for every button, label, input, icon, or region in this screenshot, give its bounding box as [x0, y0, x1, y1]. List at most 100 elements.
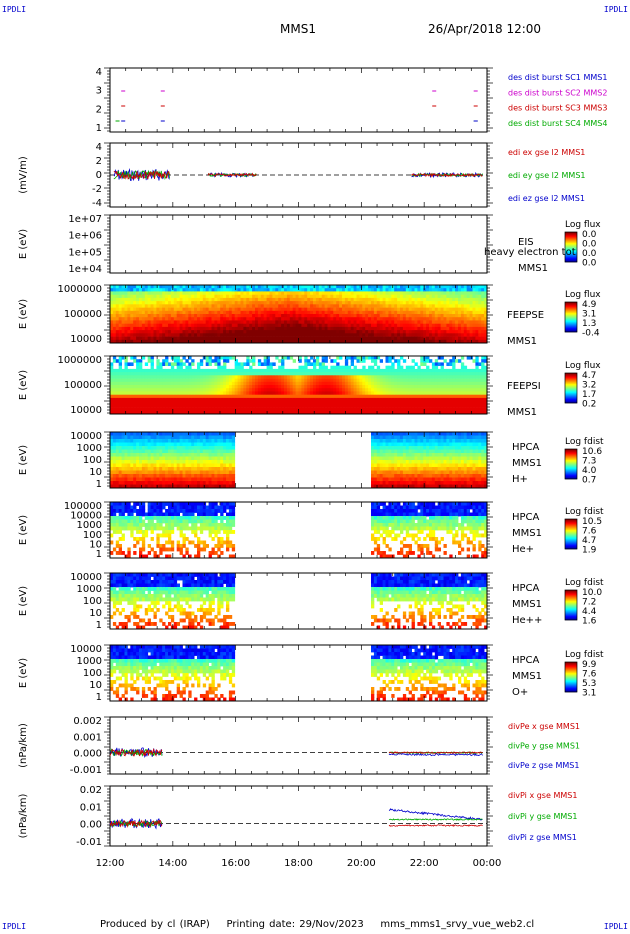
- feepsi-cell: [112, 359, 117, 363]
- feepsi-cell: [243, 391, 247, 395]
- feepse-cell: [176, 304, 180, 308]
- feepse-cell: [449, 301, 453, 305]
- feepsi-cell: [286, 391, 291, 395]
- feepsi-cell: [327, 378, 331, 383]
- feepse-cell: [307, 326, 311, 331]
- feepse-cell: [243, 294, 247, 299]
- feepsi-cell: [463, 394, 468, 399]
- feepse-cell: [327, 310, 331, 315]
- feepsi-cell: [197, 401, 201, 405]
- feepsi-cell: [336, 388, 340, 392]
- feepsi-cell: [185, 375, 189, 379]
- feepse-cell: [443, 333, 447, 337]
- feepsi-cell: [304, 372, 308, 376]
- feepsi-cell: [307, 407, 311, 412]
- feepse-cell: [115, 310, 120, 315]
- feepsi-cell: [289, 391, 294, 395]
- feepse-cell: [226, 291, 230, 295]
- feepsi-cell: [362, 394, 366, 399]
- feepsi-cell: [130, 378, 134, 383]
- feepse-cell: [208, 297, 212, 302]
- feepsi-cell: [205, 375, 209, 379]
- feepsi-cell: [231, 385, 236, 389]
- feepse-cell: [243, 301, 247, 305]
- feepsi-cell: [266, 394, 270, 399]
- feepsi-cell: [484, 365, 488, 370]
- feepsi-cell: [385, 381, 389, 386]
- feepse-cell: [449, 297, 453, 302]
- feepsi-cell: [426, 375, 430, 379]
- feepse-cell: [315, 304, 320, 308]
- feepse-cell: [339, 285, 343, 289]
- feepsi-cell: [170, 368, 175, 373]
- feepse-cell: [455, 301, 459, 305]
- feepsi-cell: [165, 397, 169, 402]
- feepsi-cell: [460, 404, 465, 408]
- feepsi-cell: [315, 381, 320, 386]
- feepse-cell: [255, 314, 259, 318]
- feepsi-cell: [150, 362, 154, 366]
- feepse-cell: [147, 333, 151, 337]
- feepse-cell: [359, 323, 363, 328]
- feepsi-cell: [342, 407, 346, 412]
- feepsi-cell: [202, 368, 207, 373]
- feepse-cell: [231, 288, 236, 292]
- feepsi-cell: [156, 365, 160, 370]
- feepsi-cell: [231, 378, 236, 383]
- feepsi-cell: [150, 391, 154, 395]
- burst-ytick-label: 4: [96, 67, 102, 78]
- feepsi-cell: [371, 401, 375, 405]
- feepse-cell: [110, 333, 114, 337]
- feepse-cell: [434, 333, 439, 337]
- feepsi-cell: [411, 385, 415, 389]
- feepse-cell: [481, 336, 485, 341]
- feepse-cell: [350, 323, 354, 328]
- feepsi-cell: [205, 372, 209, 376]
- feepse-cell: [289, 291, 294, 295]
- feepsi-cell: [199, 368, 204, 373]
- feepsi-cell: [463, 372, 468, 376]
- feepsi-cell: [179, 381, 183, 386]
- feepse-cell: [295, 285, 299, 289]
- feepsi-cell: [168, 397, 172, 402]
- feepse-cell: [231, 339, 236, 344]
- feepsi-cell: [298, 359, 302, 363]
- feepse-cell: [170, 297, 175, 302]
- feepse-cell: [255, 304, 259, 308]
- feepsi-cell: [173, 401, 178, 405]
- feepse-cell: [275, 314, 279, 318]
- feepse-cell: [373, 320, 378, 324]
- feepsi-cell: [330, 397, 334, 402]
- feepsi-cell: [388, 375, 392, 379]
- feepsi-cell: [136, 359, 140, 363]
- edi-legend-1: edi ex gse l2 MMS1: [508, 148, 585, 157]
- feepse-cell: [417, 330, 421, 334]
- feepse-cell: [382, 330, 386, 334]
- feepse-cell: [397, 330, 401, 334]
- feepse-cell: [220, 288, 224, 292]
- feepse-cell: [379, 291, 383, 295]
- feepse-cell: [446, 336, 450, 341]
- feepse-cell: [165, 317, 169, 321]
- feepse-cell: [321, 285, 325, 289]
- feepse-cell: [469, 326, 473, 331]
- feepse-cell: [240, 323, 244, 328]
- feepsi-cell: [286, 388, 291, 392]
- feepse-cell: [165, 291, 169, 295]
- feepsi-cell: [205, 407, 209, 412]
- feepsi-cell: [350, 407, 354, 412]
- feepsi-cell: [434, 397, 439, 402]
- feepsi-cell: [347, 397, 352, 402]
- feepsi-cell: [301, 368, 305, 373]
- feepse-cell: [197, 294, 201, 299]
- feepsi-cell: [217, 359, 221, 363]
- feepse-cell: [286, 310, 291, 315]
- feepse-cell: [373, 330, 378, 334]
- feepse-cell: [350, 320, 354, 324]
- feepsi-cell: [339, 397, 343, 402]
- feepse-cell: [365, 323, 369, 328]
- feepse-cell: [231, 304, 236, 308]
- feepse-cell: [252, 317, 256, 321]
- feepsi-cell: [408, 385, 412, 389]
- feepse-cell: [191, 297, 195, 302]
